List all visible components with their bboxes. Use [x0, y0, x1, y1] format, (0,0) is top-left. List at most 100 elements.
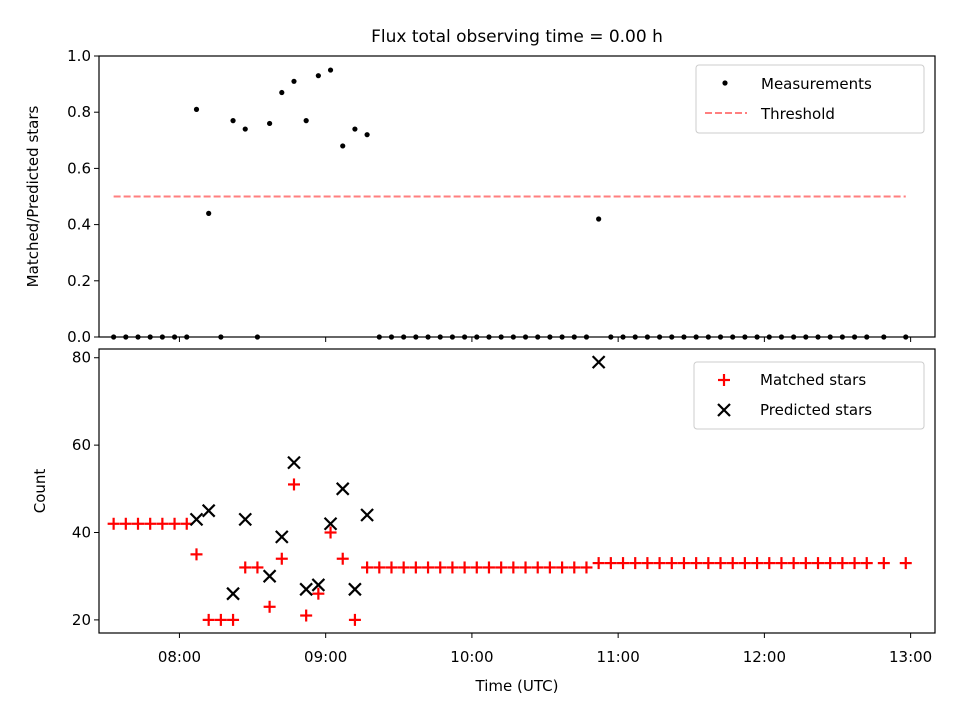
predicted-point: [591, 355, 606, 369]
measurement-point: [315, 73, 321, 79]
matched-point: [470, 561, 483, 574]
measurement-point: [303, 118, 309, 124]
matched-point: [131, 517, 144, 530]
predicted-point: [348, 582, 362, 597]
matched-point: [690, 557, 703, 570]
matched-point: [580, 561, 593, 574]
measurement-point: [340, 143, 346, 149]
legend-marker-measurements: [722, 80, 728, 86]
legend-label-matched: Matched stars: [760, 371, 866, 389]
y-tick-label: 40: [72, 524, 91, 542]
matched-point: [168, 517, 181, 530]
matched-point: [202, 613, 215, 626]
matched-point: [543, 561, 556, 574]
predicted-point: [360, 508, 374, 522]
matched-point: [190, 548, 203, 561]
matched-point: [361, 561, 374, 574]
matched-point: [227, 613, 240, 626]
legend-label-predicted: Predicted stars: [760, 401, 872, 419]
matched-point: [763, 557, 776, 570]
matched-point: [312, 587, 325, 600]
y-tick-label: 0.6: [67, 159, 91, 177]
measurement-point: [206, 210, 212, 216]
legend-label-threshold: Threshold: [760, 105, 835, 123]
predicted-point: [262, 569, 277, 583]
measurement-point: [242, 126, 248, 132]
bottom-chart-marks: [107, 355, 912, 626]
y-tick-label: 0.4: [67, 216, 91, 234]
matched-point: [458, 561, 471, 574]
legend-marker-matched: [718, 374, 730, 386]
predicted-point: [323, 516, 338, 531]
y-tick-label: 60: [72, 436, 91, 454]
top-legend: Measurements Threshold: [695, 64, 925, 134]
top-legend-box: [695, 64, 925, 134]
measurement-point: [327, 67, 334, 73]
matched-point: [119, 517, 132, 530]
measurement-point: [352, 126, 358, 132]
legend-marker-predicted: [717, 403, 731, 417]
matched-point: [214, 613, 227, 626]
matched-point: [726, 557, 739, 570]
matched-point: [263, 600, 276, 613]
predicted-point: [201, 503, 216, 518]
matched-point: [156, 517, 169, 530]
measurement-point: [364, 132, 370, 138]
measurement-point: [230, 118, 236, 124]
matched-point: [848, 557, 861, 570]
matched-point: [385, 561, 398, 574]
matched-point: [397, 561, 410, 574]
matched-point: [860, 557, 873, 570]
measurement-point: [596, 216, 602, 222]
y-tick-label: 0.2: [67, 272, 91, 290]
matched-point: [482, 561, 495, 574]
matched-point: [787, 557, 800, 570]
top-plot-frame: [98, 55, 936, 338]
top-y-axis-label: Matched/Predicted stars: [24, 106, 42, 288]
matched-point: [409, 561, 422, 574]
bottom-x-axis: 08:00 09:00 10:00 11:00 12:00 13:00: [158, 633, 932, 666]
x-tick-label: 10:00: [450, 648, 493, 666]
matched-point: [592, 557, 605, 570]
predicted-point: [226, 586, 240, 601]
y-tick-label: 20: [72, 611, 91, 629]
matched-point: [446, 561, 459, 574]
matched-point: [239, 561, 252, 574]
matched-point: [799, 557, 812, 570]
bottom-y-axis-label: Count: [31, 469, 49, 514]
matched-point: [899, 557, 912, 570]
legend-label-measurements: Measurements: [761, 75, 872, 93]
matched-point: [653, 557, 666, 570]
top-y-axis: 0.0 0.2 0.4 0.6 0.8 1.0: [67, 47, 99, 346]
matched-point: [568, 561, 581, 574]
predicted-point: [275, 530, 289, 544]
y-tick-label: 80: [72, 349, 91, 367]
matched-point: [641, 557, 654, 570]
matched-point: [531, 561, 544, 574]
y-tick-label: 1.0: [67, 47, 91, 65]
y-tick-label: 0.8: [67, 103, 91, 121]
top-x-axis: [178, 337, 912, 342]
x-tick-label: 13:00: [889, 648, 932, 666]
matched-point: [107, 517, 120, 530]
predicted-point: [299, 582, 313, 597]
matched-point: [422, 561, 435, 574]
bottom-legend: Matched stars Predicted stars: [693, 361, 925, 430]
predicted-point: [311, 578, 326, 592]
top-panel: 0.0 0.2 0.4 0.6 0.8 1.0 Matched/Predicted sta…: [24, 47, 936, 346]
matched-point: [629, 557, 642, 570]
matched-point: [812, 557, 825, 570]
matched-point: [336, 552, 349, 565]
measurement-point: [267, 120, 273, 127]
measurement-point: [279, 89, 285, 96]
x-tick-label: 08:00: [158, 648, 201, 666]
top-chart-title: Flux total observing time = 0.00 h: [371, 27, 663, 47]
measurement-point: [291, 78, 297, 84]
matched-point: [251, 561, 264, 574]
bottom-x-axis-label: Time (UTC): [475, 677, 559, 695]
matched-point: [836, 557, 849, 570]
matched-point: [144, 517, 157, 530]
measurement-point: [193, 106, 200, 112]
matched-point: [348, 613, 361, 626]
